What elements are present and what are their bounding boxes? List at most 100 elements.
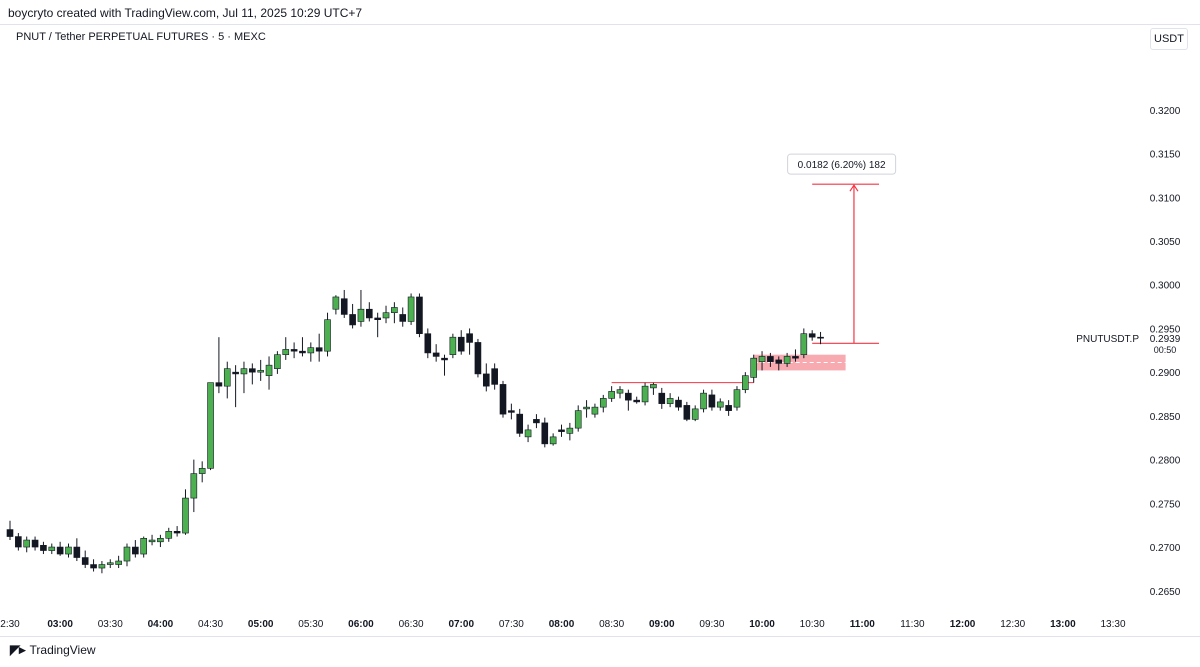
candle-body [641,385,649,403]
time-axis[interactable]: 2:30 03:00 03:30 04:00 04:30 05:00 05:30 06:00 0… [0,619,1126,630]
candle-body [499,384,507,415]
candle-body [482,373,490,387]
candle-body [533,419,540,424]
candle-body [56,546,64,555]
time-tick-label: 07:30 [499,619,524,630]
candle-body [90,564,97,569]
candle-body [633,399,641,403]
candle-body [616,389,624,394]
time-tick-label: 12:30 [1000,619,1025,630]
candle-body [382,312,390,319]
candles-layer [6,289,824,574]
tradingview-brand[interactable]: ◤▸ TradingView [10,642,96,658]
candle-body [658,392,666,404]
candle-body [115,560,122,565]
candle-body [274,354,281,369]
candle-body [574,410,582,429]
price-tick-label: 0.2700 [1150,543,1181,554]
candle-body [508,410,515,413]
candle-body [599,398,607,408]
candle-body [457,336,465,352]
candle-body [650,384,657,389]
time-tick-label: 13:30 [1100,619,1125,630]
time-tick-label: 10:30 [800,619,825,630]
candle-body [424,333,432,354]
candle-body [549,436,557,445]
candle-body [775,359,783,364]
bar-countdown: 00:50 [1154,345,1177,355]
candle-body [290,349,298,352]
currency-unit-button[interactable]: USDT [1150,28,1188,50]
footer-divider [0,636,1200,637]
candle-body [432,352,440,357]
candle-body [767,356,774,362]
header-divider [0,24,1200,25]
candle-body [558,429,565,432]
candle-body [48,546,56,551]
candle-body [591,406,599,415]
time-tick-label: 04:00 [148,619,174,630]
candle-body [340,298,348,315]
price-tick-label: 0.2650 [1150,587,1181,598]
candle-body [232,371,239,375]
time-tick-label: 03:00 [47,619,73,630]
candle-body [282,349,290,355]
time-tick-label: 06:00 [348,619,374,630]
candle-body [148,539,156,543]
candle-body [123,546,131,562]
candle-body [466,333,473,343]
candle-body [625,392,632,401]
candle-body [40,544,47,551]
last-price-symbol: PNUTUSDT.P [1076,334,1139,345]
time-tick-label: 04:30 [198,619,223,630]
symbol-title[interactable]: PNUT / Tether PERPETUAL FUTURES · 5 · ME… [16,31,266,43]
candle-body [691,408,699,420]
candle-body [742,375,749,390]
candle-body [733,389,741,408]
candle-body [23,539,31,548]
candle-body [750,357,757,378]
candle-body [583,406,590,410]
credit-text: boycryto created with TradingView.com, J… [8,6,363,20]
candle-body [81,557,89,565]
time-tick-label: 08:30 [599,619,624,630]
candle-body [249,368,256,373]
candle-body [65,546,72,555]
candle-body [307,347,315,354]
candle-body [758,356,766,362]
candle-body [725,405,732,411]
candle-body [257,370,264,373]
time-tick-label: 2:30 [0,619,20,630]
measure-label-box [787,153,897,175]
time-tick-label: 11:00 [850,619,875,630]
candle-body [6,529,14,537]
price-tick-label: 0.2850 [1150,412,1181,423]
candle-body [31,539,39,548]
candle-body [374,317,381,320]
price-tick-label: 0.2900 [1150,368,1181,379]
candle-body [157,537,164,543]
time-tick-label: 03:30 [98,619,123,630]
candle-body [666,398,674,404]
candle-body [675,399,682,408]
candle-body [792,356,799,359]
candle-body [608,391,615,399]
price-tick-label: 0.2800 [1150,456,1181,467]
candle-body [140,537,148,555]
candle-body [708,394,716,408]
price-axis[interactable]: 0.32000.31500.31000.30500.30000.29500.29… [1150,106,1181,598]
candle-body [349,314,356,326]
candle-body [207,382,214,469]
candle-body [516,413,524,434]
candle-body [541,422,549,445]
candle-body [173,531,181,534]
candle-body [190,473,198,499]
time-tick-label: 10:00 [749,619,775,630]
price-tick-label: 0.3150 [1150,150,1181,161]
time-tick-label: 05:00 [248,619,274,630]
price-tick-label: 0.2950 [1150,324,1181,335]
candle-body [198,468,206,474]
candle-body [449,336,457,355]
